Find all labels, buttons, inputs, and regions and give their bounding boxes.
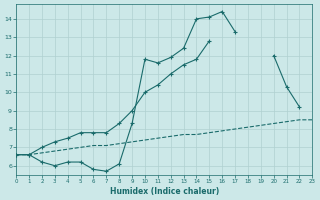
X-axis label: Humidex (Indice chaleur): Humidex (Indice chaleur) [110, 187, 219, 196]
